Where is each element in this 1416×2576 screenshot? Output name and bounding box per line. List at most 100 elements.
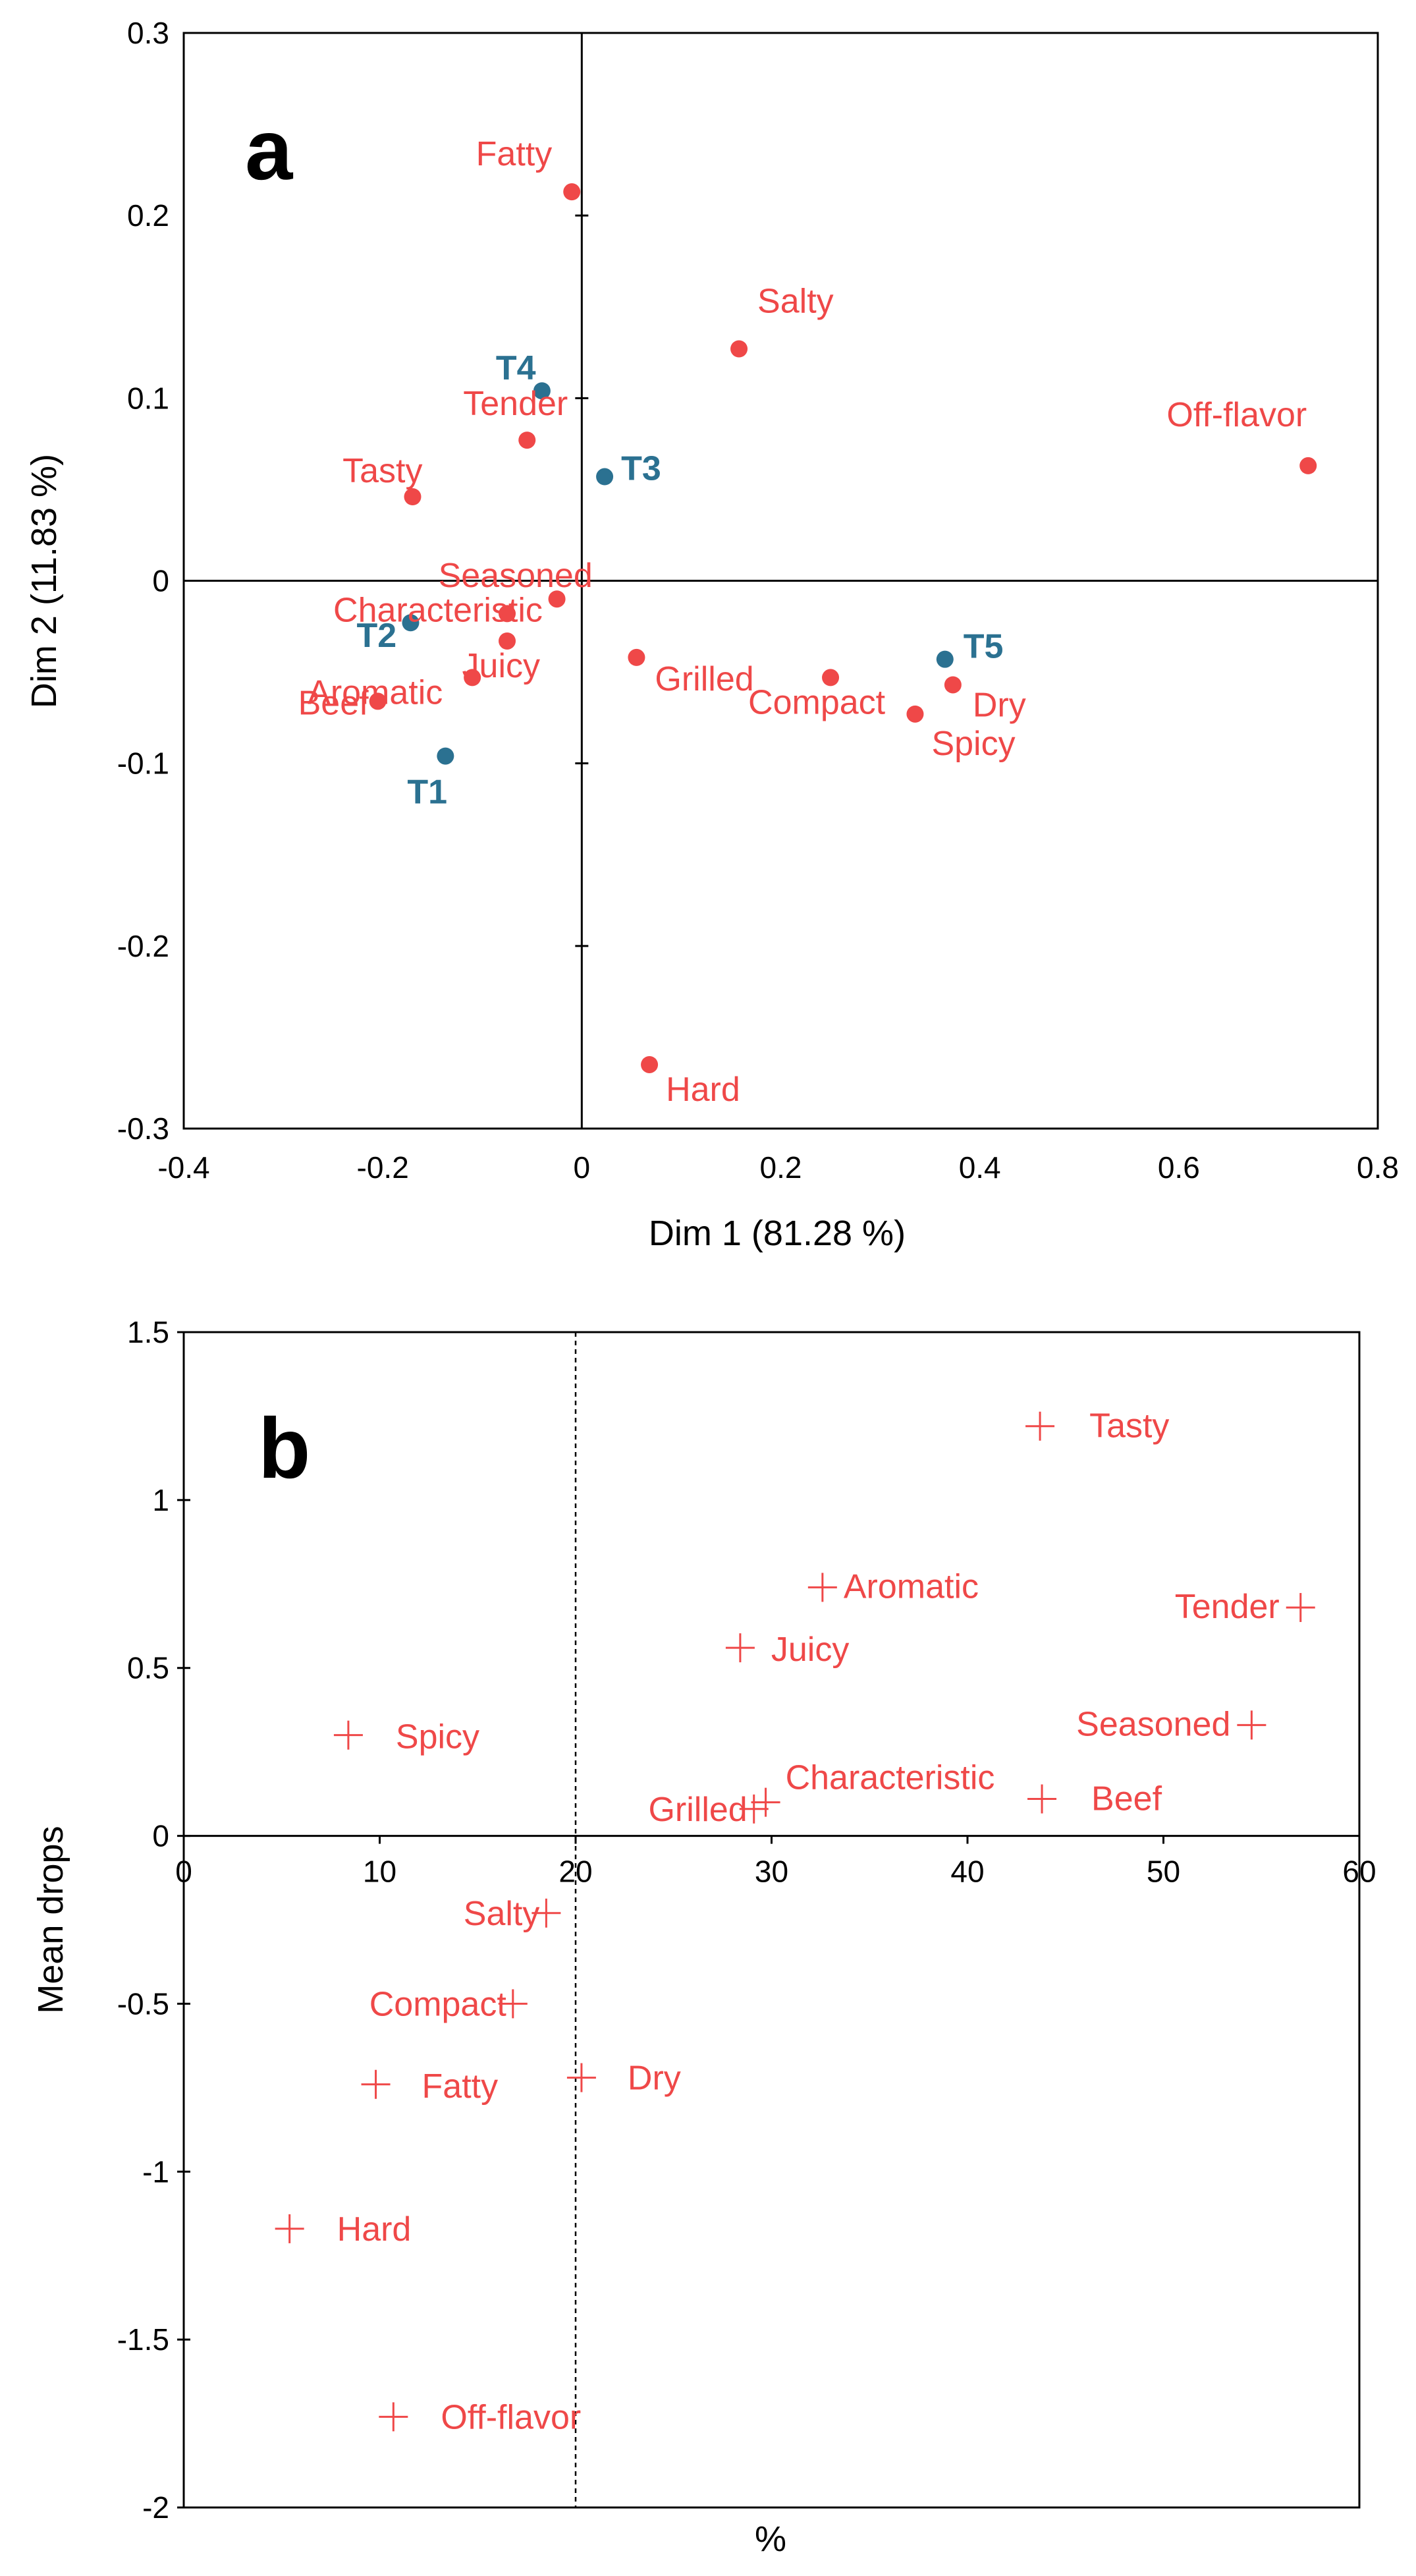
panel-b-point-hard <box>275 2214 304 2243</box>
panel-a-point-characteristic <box>499 605 516 623</box>
panel-b-x-tick-label: 30 <box>755 1855 788 1889</box>
panel-a-label-hard: Hard <box>666 1071 740 1109</box>
panel-a-point-dry <box>944 676 962 694</box>
panel-a-label-t1: T1 <box>407 773 447 812</box>
panel-a-x-tick-label: 0 <box>574 1150 591 1185</box>
panel-b-label-characteristic: Characteristic <box>786 1759 995 1797</box>
panel-b-label-grilled: Grilled <box>648 1791 747 1829</box>
panel-b-label-salty: Salty <box>464 1895 540 1933</box>
panel-b-label-beef: Beef <box>1091 1780 1162 1818</box>
panel-b-x-tick-label: 50 <box>1147 1855 1180 1889</box>
panel-b-y-tick-label: 1.5 <box>127 1315 169 1349</box>
panel-a-point-grilled <box>628 648 645 666</box>
panel-a-y-tick-label: -0.2 <box>117 929 169 963</box>
panel-a-point-labels: FattySaltyOff-flavorTenderTastySeasonedC… <box>298 135 1307 1109</box>
panel-b-label-spicy: Spicy <box>396 1718 479 1756</box>
panel-b-tick-labels: -2 -1.5 -1 -0.5 0 0.5 1 1.5 0 10 20 30 40 50 60 <box>117 1315 1376 2525</box>
panel-a-label-grilled: Grilled <box>655 660 753 698</box>
panel-a-label-dry: Dry <box>973 686 1026 724</box>
panel-a-x-tick-label: 0.4 <box>959 1150 1001 1185</box>
panel-a-points <box>369 183 1317 1073</box>
panel-a-point-beef <box>369 692 387 710</box>
panel-b-x-tick-label: 40 <box>950 1855 984 1889</box>
panel-b-y-tick-label: 1 <box>152 1483 169 1517</box>
panel-a-point-aromatic <box>464 669 481 686</box>
panel-b-point-grilled <box>739 1794 769 1824</box>
panel-a-x-tick-label: 0.6 <box>1158 1150 1200 1185</box>
panel-b-label-tender: Tender <box>1175 1588 1280 1626</box>
panel-b-y-tick-label: -1 <box>142 2154 169 2189</box>
panel-a-tick-labels: -0.3 -0.2 -0.1 0 0.1 0.2 0.3 -0.4 -0.2 0 0.2 0.4 0.6… <box>117 16 1399 1185</box>
panel-b-label-dry: Dry <box>628 2059 681 2098</box>
panel-a-y-axis-label: Dim 2 (11.83 %) <box>24 454 64 708</box>
panel-b-plot-frame <box>182 1331 1361 2509</box>
panel-b-letter: b <box>258 1400 310 1496</box>
panel-a-point-juicy <box>499 632 516 650</box>
panel-b-point-spicy <box>333 1720 363 1750</box>
panel-b-point-off-flavor <box>379 2402 408 2432</box>
panel-a-label-t5: T5 <box>964 628 1004 666</box>
panel-a-label-seasoned: Seasoned <box>439 557 593 595</box>
panel-b-point-characteristic <box>751 1787 780 1817</box>
panel-b-x-tick-label: 20 <box>558 1855 592 1889</box>
panel-a-point-t1 <box>437 747 454 765</box>
panel-a-label-spicy: Spicy <box>931 725 1015 763</box>
panel-b-y-tick-label: -2 <box>142 2490 169 2525</box>
panel-b-label-fatty: Fatty <box>422 2067 499 2106</box>
panel-a-y-tick-label: 0 <box>152 564 169 598</box>
panel-b-y-tick-label: -1.5 <box>117 2322 169 2357</box>
panel-a-label-t4: T4 <box>496 349 536 387</box>
panel-b-y-tick-label: 0 <box>152 1819 169 1853</box>
panel-a-point-t4 <box>533 382 551 400</box>
panel-b-x-tick-label: 10 <box>363 1855 396 1889</box>
panel-b-axis-ticks <box>177 1331 1361 2509</box>
panel-a-point-fatty <box>563 183 581 201</box>
panel-b-point-tasty <box>1025 1411 1055 1441</box>
panel-a-x-tick-label: -0.2 <box>357 1150 409 1185</box>
panel-a-label-tasty: Tasty <box>342 452 422 490</box>
panel-a-point-spicy <box>906 705 924 723</box>
panel-b-point-juicy <box>725 1633 755 1663</box>
panel-a-label-fatty: Fatty <box>476 135 553 173</box>
panel-a-y-tick-label: 0.1 <box>127 381 169 415</box>
panel-a-label-off-flavor: Off-flavor <box>1166 396 1307 434</box>
panel-a-x-tick-label: 0.2 <box>760 1150 802 1185</box>
panel-b-y-tick-label: 0.5 <box>127 1651 169 1685</box>
panel-a-point-tender <box>518 432 536 449</box>
panel-a-point-t3 <box>596 468 614 486</box>
panel-b-x-tick-label: 60 <box>1342 1855 1376 1889</box>
panel-b-point-labels: Tasty Aromatic Tender Juicy Seasoned Spicy Cha… <box>337 1407 1280 2437</box>
panel-a-point-compact <box>822 669 840 686</box>
panel-b-label-off-flavor: Off-flavor <box>441 2398 581 2436</box>
panel-a-x-tick-label: -0.4 <box>157 1150 209 1185</box>
panel-b-point-dry <box>566 2063 596 2092</box>
panel-b-y-tick-label: -0.5 <box>117 1986 169 2021</box>
panel-b-reference-lines <box>184 1332 1359 2507</box>
panel-a-x-tick-label: 0.8 <box>1357 1150 1399 1185</box>
panel-a-label-t3: T3 <box>621 450 661 488</box>
panel-a: -0.3 -0.2 -0.1 0 0.1 0.2 0.3 -0.4 -0.2 0 0.2 0.4 0.6… <box>24 16 1399 1253</box>
panel-a-label-characteristic: Characteristic <box>333 591 543 629</box>
panel-a-label-t2: T2 <box>356 617 396 655</box>
panel-b-point-compact <box>498 1989 528 2019</box>
panel-b-point-beef <box>1027 1784 1057 1814</box>
panel-b-point-tender <box>1286 1592 1315 1622</box>
panel-b-point-seasoned <box>1237 1710 1266 1740</box>
panel-a-point-salty <box>730 340 748 358</box>
panel-b-label-aromatic: Aromatic <box>844 1567 979 1606</box>
panel-a-x-axis-label: Dim 1 (81.28 %) <box>649 1214 906 1253</box>
panel-a-y-tick-label: -0.3 <box>117 1111 169 1146</box>
panel-b-label-hard: Hard <box>337 2210 412 2249</box>
panel-b-label-seasoned: Seasoned <box>1076 1705 1230 1743</box>
panel-a-label-beef: Beef <box>298 684 369 722</box>
panel-b-points <box>275 1411 1315 2432</box>
panel-a-label-compact: Compact <box>748 683 886 721</box>
panel-b-label-tasty: Tasty <box>1089 1407 1169 1445</box>
panel-b-point-salty <box>531 1898 561 1928</box>
panel-a-point-t2 <box>402 614 420 632</box>
panel-a-point-t5 <box>936 650 954 668</box>
panel-b-label-compact: Compact <box>369 1985 507 2023</box>
panel-a-reference-lines <box>184 33 1378 1129</box>
panel-a-point-seasoned <box>548 590 566 608</box>
